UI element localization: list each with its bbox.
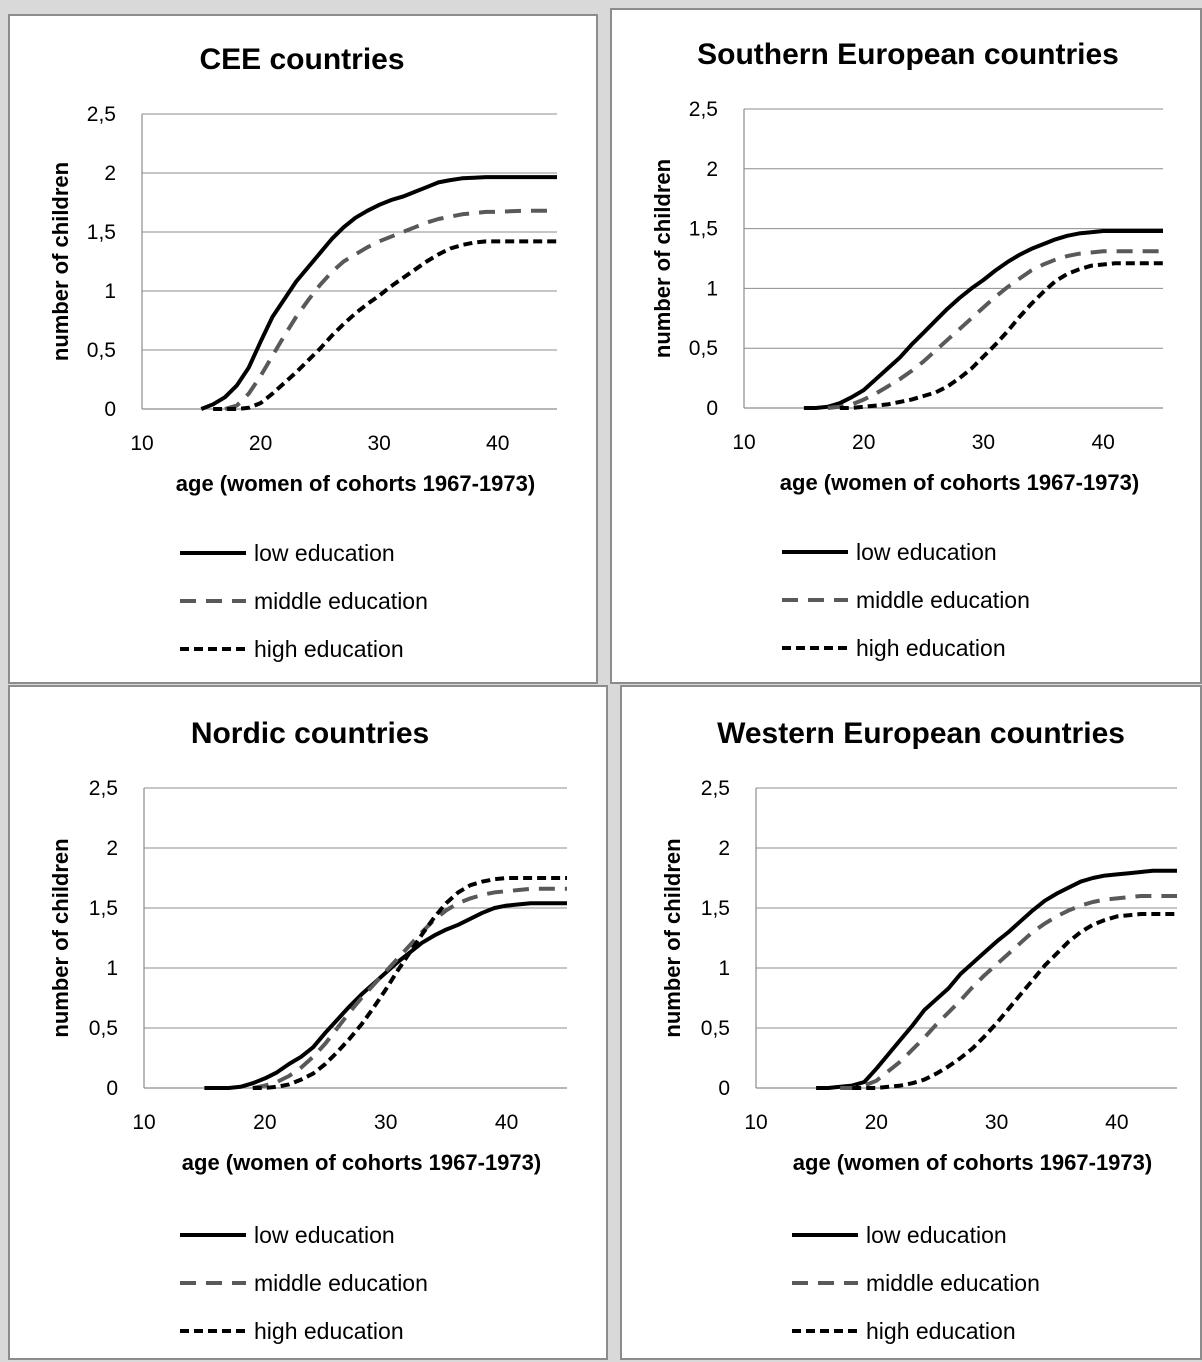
x-tick-label: 30 (367, 432, 390, 455)
legend-label: middle education (856, 587, 1030, 613)
y-tick-label: 2 (106, 837, 118, 860)
x-axis-title: age (women of cohorts 1967-1973) (780, 470, 1139, 495)
legend-label: middle education (866, 1270, 1040, 1296)
x-tick-label: 20 (249, 432, 272, 455)
y-tick-label: 2 (718, 837, 730, 860)
x-tick-label: 10 (130, 432, 153, 455)
series-line-low-education (803, 229, 1163, 410)
x-tick-label: 40 (1105, 1111, 1128, 1134)
chart-panel-cee: CEE countries 0 0,5 1 1,5 2 2,5 10 20 30 40 age (wo… (8, 14, 598, 684)
y-axis-title: number of children (660, 838, 685, 1037)
x-tick-label: 30 (985, 1111, 1008, 1134)
y-tick-label: 0 (706, 397, 718, 420)
x-axis-title: age (women of cohorts 1967-1973) (176, 471, 535, 496)
chart-panel-southern: Southern European countries 0 0,5 1 1,5 2 2,5 1… (610, 8, 1202, 684)
y-tick-label: 0 (106, 1077, 118, 1100)
chart-svg-cee: CEE countries 0 0,5 1 1,5 2 2,5 10 20 30 40 age (wo… (48, 43, 557, 662)
x-tick-label: 10 (744, 1111, 767, 1134)
y-tick-label: 0,5 (89, 1017, 118, 1040)
x-tick-label: 30 (972, 431, 995, 454)
chart-title: Southern European countries (697, 38, 1119, 71)
y-tick-label: 2,5 (689, 98, 718, 121)
y-tick-label: 1,5 (701, 897, 730, 920)
series-line-middle-education (840, 894, 1177, 1090)
y-tick-label: 0 (104, 398, 116, 421)
y-tick-label: 0,5 (87, 339, 116, 362)
series-line-high-education (839, 261, 1163, 410)
legend-label: low education (254, 540, 395, 566)
x-tick-label: 20 (852, 431, 875, 454)
series-line-middle-education (224, 208, 557, 411)
series-line-high-education (213, 239, 557, 411)
x-tick-label: 10 (732, 431, 755, 454)
y-tick-label: 2 (104, 162, 116, 185)
x-tick-label: 20 (253, 1111, 276, 1134)
y-tick-label: 0,5 (701, 1017, 730, 1040)
y-tick-label: 1,5 (89, 897, 118, 920)
legend-label: middle education (254, 1270, 428, 1296)
x-tick-label: 20 (865, 1111, 888, 1134)
series-line-middle-education (827, 249, 1163, 410)
series-line-high-education (252, 876, 567, 1090)
chart-svg-southern: Southern European countries 0 0,5 1 1,5 2 2,5 1… (650, 38, 1163, 661)
y-tick-label: 1 (706, 277, 718, 300)
y-tick-label: 1 (104, 280, 116, 303)
legend-label: low education (856, 539, 997, 565)
legend-label: low education (254, 1222, 395, 1248)
legend-label: low education (866, 1222, 1007, 1248)
y-tick-label: 0 (718, 1077, 730, 1100)
chart-panel-western: Western European countries 0 0,5 1 1,5 2 2,5 10… (620, 685, 1202, 1360)
chart-svg-nordic: Nordic countries 0 0,5 1 1,5 2 2,5 10 20 30 40 age … (48, 717, 567, 1344)
series-line-low-education (204, 901, 567, 1090)
chart-svg-western: Western European countries 0 0,5 1 1,5 2 2,5 10… (660, 717, 1177, 1344)
legend-label: high education (856, 635, 1006, 661)
y-tick-label: 2,5 (89, 777, 118, 800)
x-tick-label: 40 (1091, 431, 1114, 454)
legend-label: high education (866, 1318, 1016, 1344)
y-tick-label: 2 (706, 158, 718, 181)
y-tick-label: 1,5 (689, 218, 718, 241)
y-axis-title: number of children (48, 838, 73, 1037)
y-tick-label: 2,5 (701, 777, 730, 800)
series-line-middle-education (252, 886, 567, 1090)
x-axis-title: age (women of cohorts 1967-1973) (793, 1150, 1152, 1175)
chart-title: CEE countries (199, 43, 404, 76)
y-tick-label: 1,5 (87, 221, 116, 244)
y-tick-label: 1 (106, 957, 118, 980)
chart-title: Western European countries (717, 717, 1125, 750)
chart-panel-nordic: Nordic countries 0 0,5 1 1,5 2 2,5 10 20 30 40 age … (8, 685, 608, 1360)
legend-label: middle education (254, 588, 428, 614)
x-tick-label: 40 (486, 432, 509, 455)
y-tick-label: 2,5 (87, 103, 116, 126)
x-tick-label: 30 (374, 1111, 397, 1134)
x-axis-title: age (women of cohorts 1967-1973) (182, 1150, 541, 1175)
series-line-low-education (816, 868, 1177, 1090)
y-axis-title: number of children (650, 159, 675, 358)
series-line-high-education (852, 912, 1177, 1090)
x-tick-label: 10 (132, 1111, 155, 1134)
y-axis-title: number of children (48, 162, 73, 361)
chart-title: Nordic countries (191, 717, 429, 750)
y-tick-label: 0,5 (689, 337, 718, 360)
y-tick-label: 1 (718, 957, 730, 980)
series-line-low-education (200, 175, 557, 411)
x-tick-label: 40 (495, 1111, 518, 1134)
legend-label: high education (254, 636, 404, 662)
legend-label: high education (254, 1318, 404, 1344)
